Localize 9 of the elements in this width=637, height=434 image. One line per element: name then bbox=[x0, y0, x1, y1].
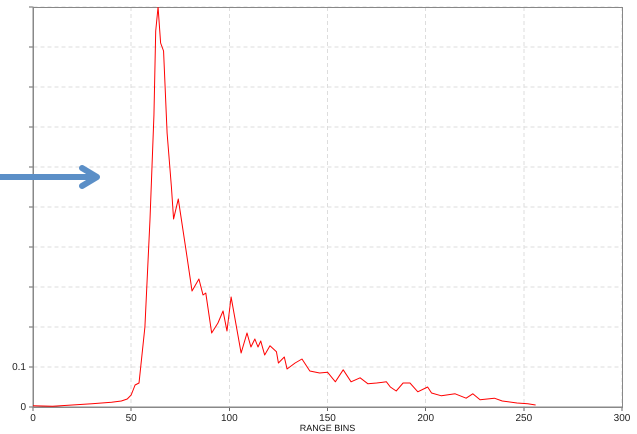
y-tick-label: 0.1 bbox=[12, 362, 26, 373]
x-tick-label: 150 bbox=[319, 412, 336, 424]
x-tick-label: 0 bbox=[30, 412, 36, 424]
x-axis-title: RANGE BINS bbox=[300, 423, 356, 434]
x-tick-label: 50 bbox=[126, 412, 138, 424]
x-tick-label: 200 bbox=[417, 412, 434, 424]
x-tick-label: 250 bbox=[515, 412, 533, 424]
x-tick-label: 300 bbox=[614, 412, 631, 424]
x-tick-label: 100 bbox=[220, 412, 238, 424]
